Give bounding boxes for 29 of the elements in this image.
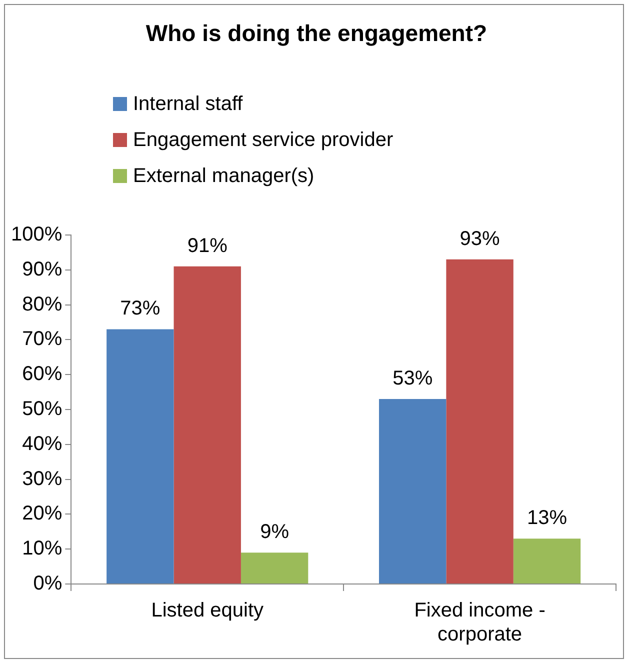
y-tick-label: 80% [22, 293, 62, 316]
y-tick-label: 70% [22, 328, 62, 350]
y-tick-label: 100% [10, 224, 62, 246]
chart-title: Who is doing the engagement? [144, 20, 488, 47]
data-label: 9% [260, 521, 290, 544]
y-tick-label: 60% [22, 363, 62, 386]
bar [446, 259, 514, 584]
data-label: 93% [460, 228, 500, 250]
y-tick-label: 90% [22, 258, 62, 280]
x-tick-label: Listed equity [151, 600, 264, 622]
data-label: 91% [187, 234, 228, 257]
legend-label: Engagement service provider [133, 128, 394, 152]
y-tick-label: 0% [33, 572, 62, 595]
y-tick-label: 20% [22, 502, 62, 525]
bar [106, 329, 174, 584]
y-tick-label: 50% [22, 398, 62, 420]
y-tick-label: 30% [22, 468, 62, 490]
bar [513, 538, 581, 584]
data-label: 53% [392, 368, 433, 390]
y-tick-label: 40% [22, 432, 62, 455]
y-tick-label: 10% [22, 538, 62, 560]
data-label: 73% [120, 298, 160, 320]
legend-label: External manager(s) [133, 164, 314, 188]
legend-label: Internal staff [133, 92, 243, 116]
bar [240, 552, 308, 584]
x-tick-label: Fixed income - corporate [414, 600, 546, 646]
bar [174, 266, 241, 584]
data-label: 13% [526, 507, 568, 530]
bar [378, 399, 446, 584]
